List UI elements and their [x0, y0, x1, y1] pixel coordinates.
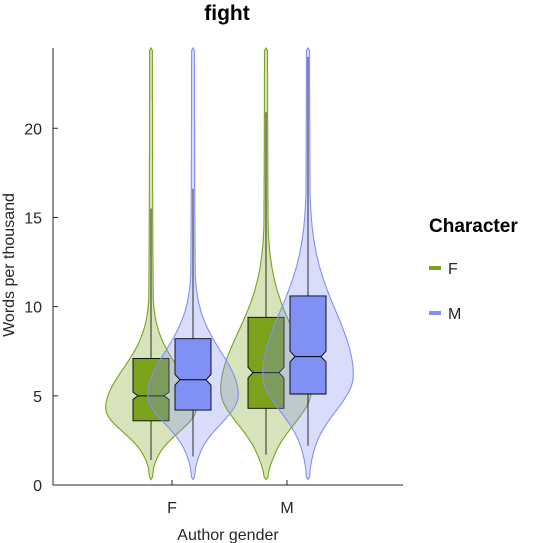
x-tick-label: M [280, 500, 293, 517]
violin-group-f-f [105, 46, 197, 481]
x-axis-label: Author gender [177, 527, 279, 543]
y-tick-label: 10 [24, 300, 42, 317]
violin-group-m-m [262, 46, 354, 481]
chart-title: fight [204, 2, 249, 25]
y-axis-ticks: 0 5 10 15 20 [24, 121, 58, 495]
violin-group-f-m [220, 46, 312, 481]
box [132, 357, 170, 422]
legend-title: Character [429, 216, 518, 237]
y-tick-label: 5 [33, 389, 42, 406]
violin-group-m-f [147, 46, 239, 481]
y-axis-label: Words per thousand [1, 193, 18, 337]
y-tick-label: 20 [24, 121, 42, 138]
box [174, 338, 212, 411]
legend: Character F M [429, 216, 518, 323]
y-tick-label: 0 [33, 478, 42, 495]
legend-label-f: F [448, 261, 458, 278]
x-tick-label: F [167, 500, 177, 517]
box [247, 316, 285, 409]
box [289, 295, 327, 395]
y-tick-label: 15 [24, 210, 42, 227]
plot-area [105, 46, 354, 481]
legend-label-m: M [448, 306, 461, 323]
